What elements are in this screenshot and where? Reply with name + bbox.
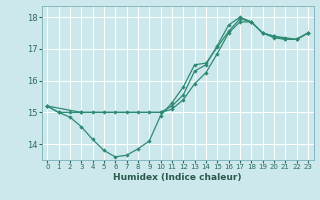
X-axis label: Humidex (Indice chaleur): Humidex (Indice chaleur) (113, 173, 242, 182)
